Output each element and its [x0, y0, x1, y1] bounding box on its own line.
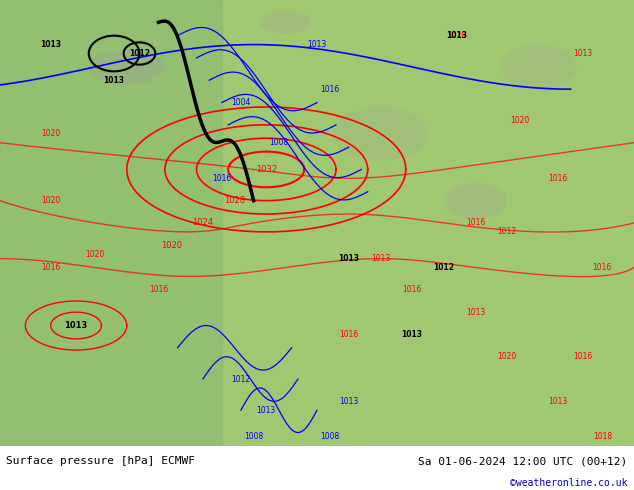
- Text: 1016: 1016: [466, 219, 485, 227]
- Text: 1013: 1013: [339, 397, 358, 406]
- Text: ©weatheronline.co.uk: ©weatheronline.co.uk: [510, 478, 628, 489]
- Text: 1020: 1020: [447, 31, 466, 40]
- Text: 1020: 1020: [498, 352, 517, 361]
- Text: 1012: 1012: [231, 374, 250, 384]
- Text: 1013: 1013: [307, 40, 327, 49]
- Text: 1013: 1013: [65, 321, 87, 330]
- Text: 1013: 1013: [257, 406, 276, 415]
- Text: 1004: 1004: [231, 98, 250, 107]
- Text: 1020: 1020: [41, 129, 60, 138]
- Text: 1008: 1008: [269, 138, 288, 147]
- Text: 1008: 1008: [320, 433, 339, 441]
- Text: 1016: 1016: [339, 330, 358, 339]
- Text: 1013: 1013: [446, 31, 467, 40]
- Text: 1020: 1020: [41, 196, 60, 205]
- Text: 1013: 1013: [338, 254, 359, 263]
- Text: 1016: 1016: [320, 85, 339, 94]
- Text: 1024: 1024: [192, 219, 214, 227]
- Text: 1016: 1016: [212, 174, 231, 183]
- Text: 1018: 1018: [593, 433, 612, 441]
- Text: 1016: 1016: [403, 285, 422, 294]
- Text: 1013: 1013: [574, 49, 593, 58]
- Ellipse shape: [89, 49, 165, 85]
- Ellipse shape: [260, 11, 311, 33]
- Text: 1016: 1016: [41, 263, 60, 272]
- Text: Sa 01-06-2024 12:00 UTC (00+12): Sa 01-06-2024 12:00 UTC (00+12): [418, 456, 628, 466]
- Text: Surface pressure [hPa] ECMWF: Surface pressure [hPa] ECMWF: [6, 456, 195, 466]
- Text: 1013: 1013: [371, 254, 390, 263]
- Text: 1012: 1012: [129, 49, 150, 58]
- Text: 1032: 1032: [256, 165, 277, 174]
- Text: 1008: 1008: [244, 433, 263, 441]
- Text: 1020: 1020: [160, 241, 182, 250]
- Text: 1012: 1012: [433, 263, 455, 272]
- Text: 1016: 1016: [149, 285, 168, 294]
- Text: 1013: 1013: [40, 40, 61, 49]
- Text: 1013: 1013: [548, 397, 567, 406]
- Ellipse shape: [333, 107, 428, 161]
- Text: 1016: 1016: [574, 352, 593, 361]
- Text: 1020: 1020: [86, 250, 105, 259]
- Text: 1016: 1016: [593, 263, 612, 272]
- Text: 1016: 1016: [548, 174, 567, 183]
- Text: 1013: 1013: [401, 330, 423, 339]
- Text: 1012: 1012: [498, 227, 517, 236]
- Polygon shape: [0, 0, 222, 446]
- Ellipse shape: [444, 183, 507, 219]
- Text: 1013: 1013: [103, 76, 125, 85]
- Text: 1028: 1028: [224, 196, 245, 205]
- Text: 1020: 1020: [510, 116, 529, 125]
- Text: 1013: 1013: [466, 308, 485, 317]
- Ellipse shape: [501, 45, 577, 89]
